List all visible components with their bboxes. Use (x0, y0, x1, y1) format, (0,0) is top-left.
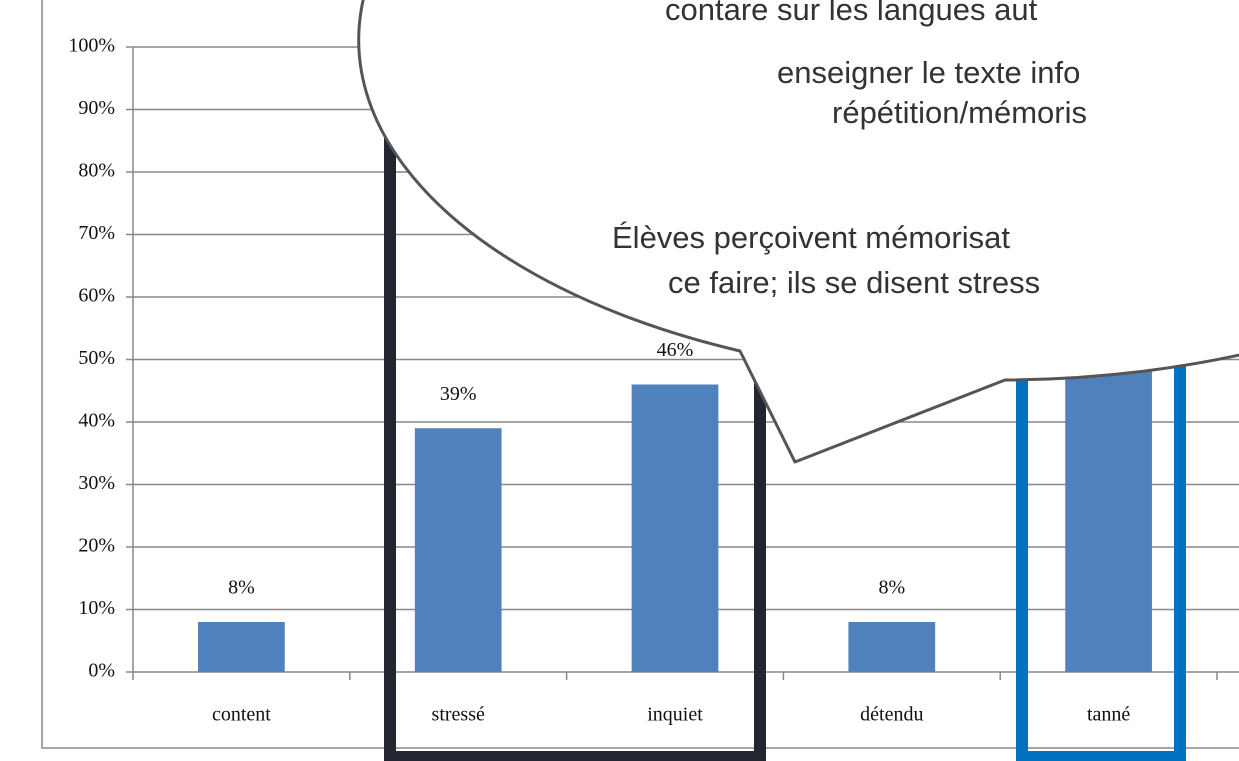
value-label: 39% (440, 383, 477, 405)
y-tick-label: 60% (78, 285, 115, 307)
annotation: contare sur les langues aut (665, 0, 1038, 27)
bar (198, 622, 285, 672)
y-tick-label: 10% (78, 597, 115, 619)
y-tick-label: 80% (78, 160, 115, 182)
y-tick-label: 90% (78, 97, 115, 119)
annotation: répétition/mémoris (832, 95, 1087, 130)
y-tick-label: 70% (78, 222, 115, 244)
y-tick-label: 40% (78, 410, 115, 432)
x-tick-label: stressé (432, 704, 485, 726)
bar (1065, 322, 1152, 672)
bar (414, 428, 502, 672)
speech-bubble (357, 0, 1239, 464)
value-label: 8% (878, 577, 905, 599)
y-tick-label: 100% (68, 35, 115, 57)
annotation: Élèves perçoivent mémorisat (612, 220, 1010, 255)
y-tick-label: 20% (78, 535, 115, 557)
x-tick-label: inquiet (647, 704, 703, 726)
y-tick-label: 30% (78, 472, 115, 494)
x-tick-label: tanné (1087, 704, 1130, 726)
y-tick-label: 50% (78, 347, 115, 369)
value-label: 8% (228, 577, 255, 599)
bar (631, 384, 719, 672)
x-tick-label: content (212, 704, 271, 726)
bar (848, 622, 936, 672)
annotation: enseigner le texte info (777, 55, 1080, 90)
x-tick-label: détendu (860, 704, 923, 726)
value-label: 46% (657, 339, 694, 361)
y-tick-label: 0% (88, 660, 115, 682)
annotation: ce faire; ils se disent stress (668, 265, 1040, 300)
